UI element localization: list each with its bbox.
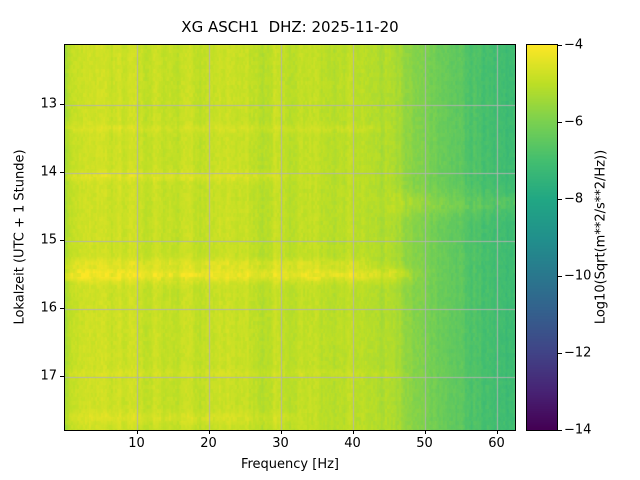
colorbar-tick-label: −10 (564, 268, 592, 283)
x-tick-mark (209, 430, 210, 434)
y-tick-label: 15 (40, 232, 57, 248)
x-tick-label: 60 (488, 436, 505, 451)
colorbar-tick-label: −4 (564, 37, 584, 52)
x-axis-label: Frequency [Hz] (240, 457, 340, 472)
colorbar-tick-mark (558, 276, 562, 277)
colorbar-label: Log10(Sqrt(m**2/s**2/Hz)) (593, 149, 609, 325)
colorbar-tick-label: −12 (564, 345, 592, 360)
chart-title: XG ASCH1 DHZ: 2025-11-20 (181, 18, 399, 36)
colorbar-tick-mark (558, 430, 562, 431)
y-tick-mark (60, 240, 64, 241)
colorbar-tick-mark (558, 353, 562, 354)
x-tick-label: 10 (128, 436, 145, 451)
colorbar (526, 44, 558, 431)
y-tick-label: 14 (40, 164, 57, 180)
y-tick-mark (60, 308, 64, 309)
x-tick-label: 50 (416, 436, 433, 451)
plot-area (64, 44, 516, 431)
colorbar-tick-label: −8 (564, 191, 584, 206)
x-tick-mark (425, 430, 426, 434)
x-tick-mark (281, 430, 282, 434)
x-tick-label: 30 (272, 436, 289, 451)
colorbar-canvas (527, 45, 557, 430)
x-tick-label: 20 (200, 436, 217, 451)
colorbar-tick-label: −6 (564, 114, 584, 129)
colorbar-tick-mark (558, 122, 562, 123)
colorbar-tick-mark (558, 45, 562, 46)
y-tick-mark (60, 172, 64, 173)
x-tick-mark (497, 430, 498, 434)
x-tick-mark (137, 430, 138, 434)
y-tick-mark (60, 376, 64, 377)
y-tick-label: 13 (40, 96, 57, 112)
colorbar-tick-label: −14 (564, 422, 592, 437)
spectrogram-canvas (65, 45, 515, 430)
x-tick-mark (353, 430, 354, 434)
y-tick-label: 16 (40, 300, 57, 316)
colorbar-tick-mark (558, 199, 562, 200)
x-tick-label: 40 (344, 436, 361, 451)
y-tick-mark (60, 104, 64, 105)
y-tick-label: 17 (40, 368, 57, 384)
